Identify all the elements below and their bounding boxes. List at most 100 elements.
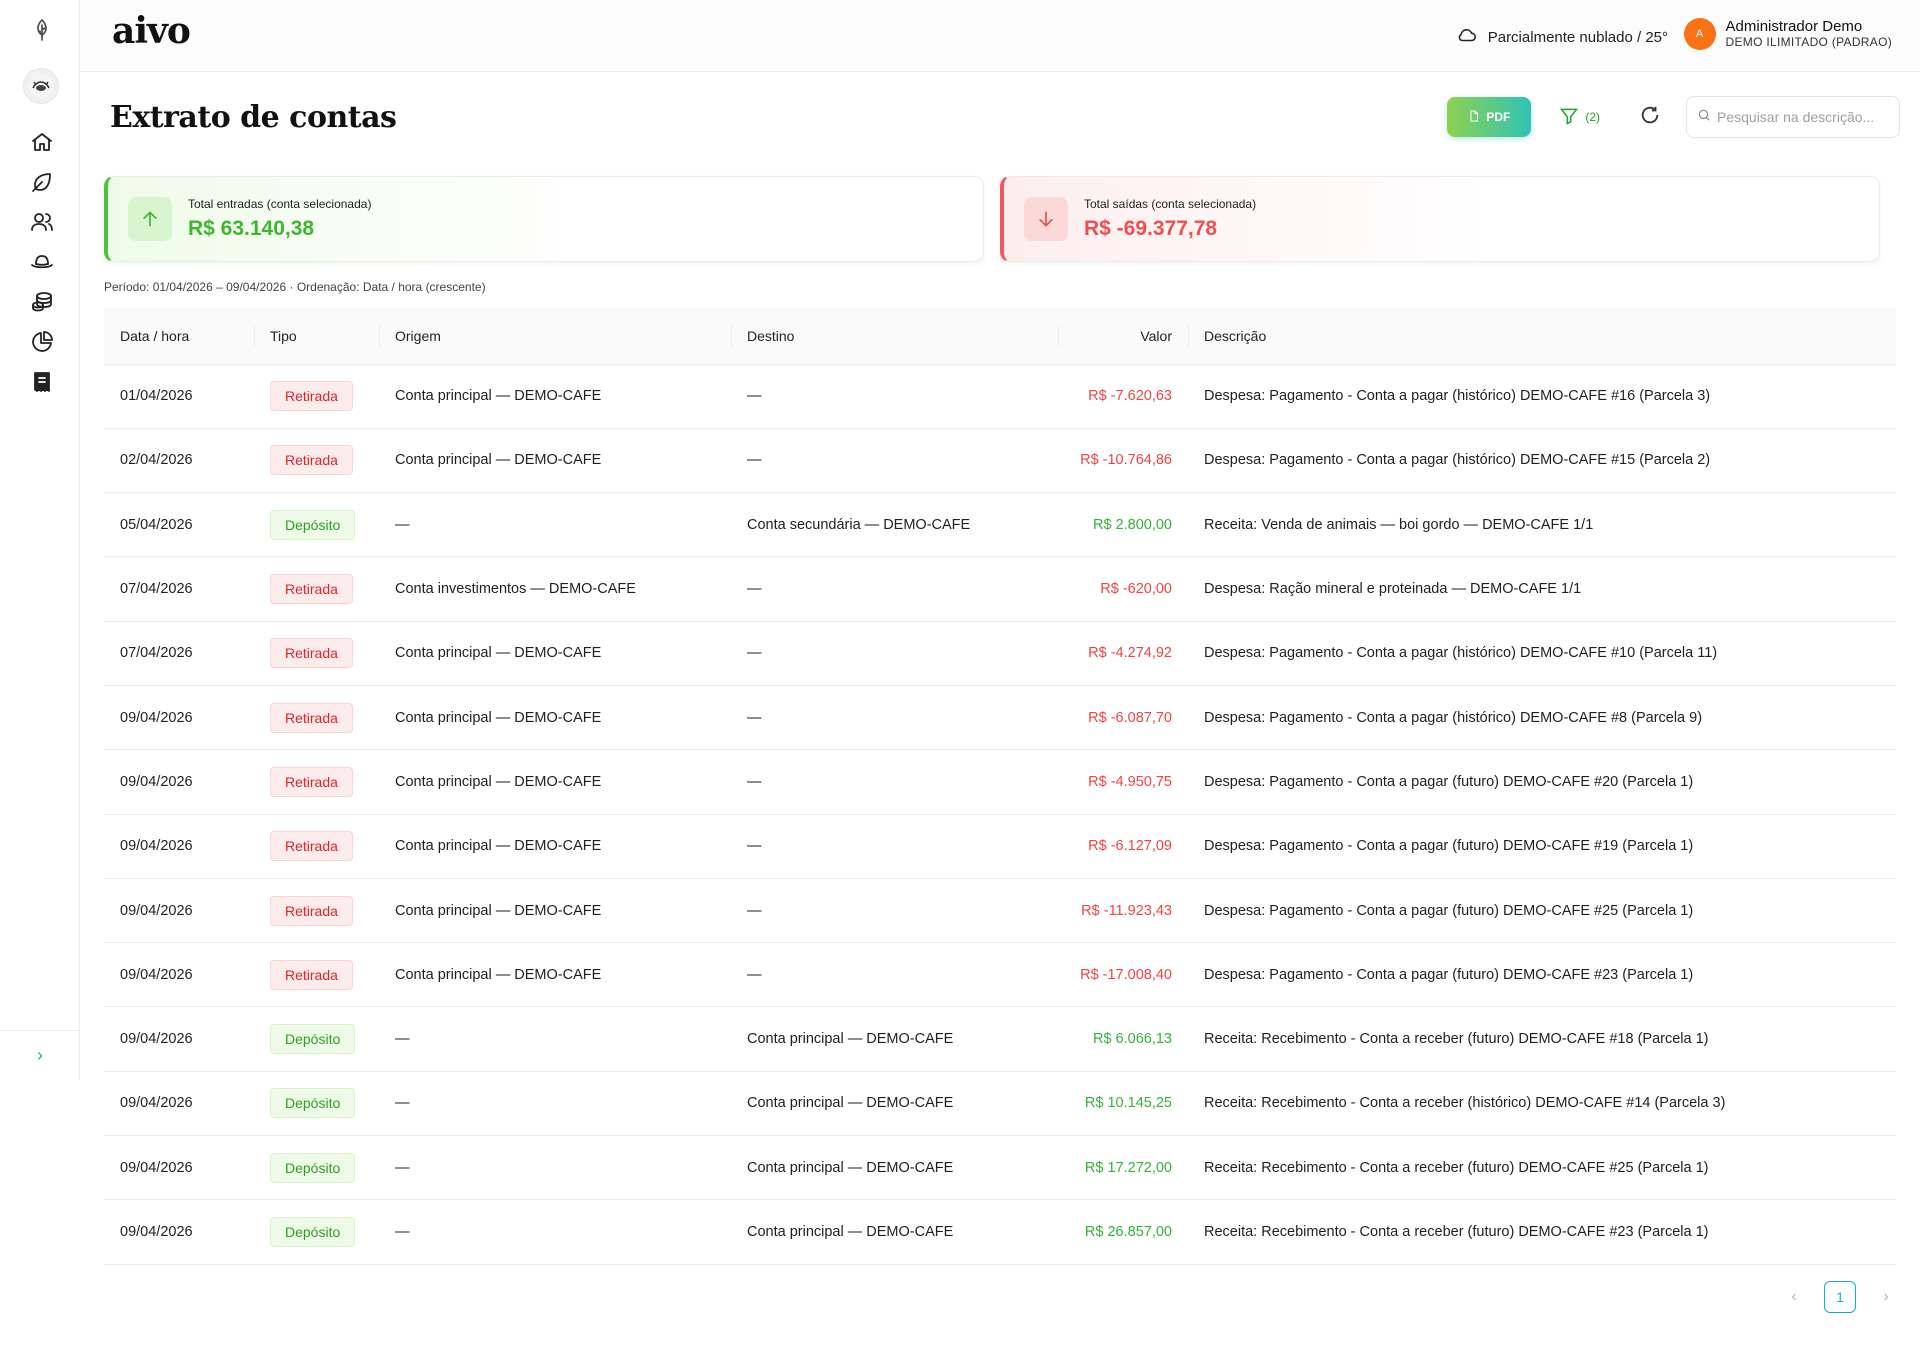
table-header-row: Data / hora Tipo Origem Destino Valor De… (104, 308, 1896, 365)
search-box[interactable] (1686, 96, 1900, 138)
search-icon (1697, 108, 1711, 127)
farm-avatar[interactable] (23, 68, 59, 104)
cell-description: Despesa: Pagamento - Conta a pagar (futu… (1188, 814, 1896, 879)
table-body: 01/04/2026 Retirada Conta principal — DEMO… (104, 364, 1896, 1265)
pdf-button-label: PDF (1486, 110, 1511, 124)
cell-value: R$ -6.127,09 (1058, 814, 1188, 879)
cell-date: 09/04/2026 (104, 749, 254, 815)
weather-widget: Parcialmente nublado / 25° (1456, 24, 1668, 50)
table-row[interactable]: 09/04/2026 Retirada Conta principal — DEMO… (104, 878, 1896, 944)
table-row[interactable]: 09/04/2026 Depósito — Conta principal — DEM… (104, 1071, 1896, 1137)
weather-text: Parcialmente nublado / 25° (1487, 28, 1668, 46)
cell-date: 01/04/2026 (104, 364, 254, 429)
top-bar: aivo Parcialmente nublado / 25° A Admini… (80, 0, 1920, 72)
filter-icon (1559, 106, 1579, 129)
cell-origin: Conta principal — DEMO-CAFE (379, 878, 731, 944)
pdf-export-button[interactable]: PDF (1447, 97, 1532, 137)
table-row[interactable]: 09/04/2026 Retirada Conta principal — DEMO… (104, 749, 1896, 815)
cell-date: 09/04/2026 (104, 878, 254, 944)
table-row[interactable]: 09/04/2026 Depósito — Conta principal — DEM… (104, 1006, 1896, 1072)
cell-destination: Conta principal — DEMO-CAFE (731, 1199, 1058, 1265)
table-row[interactable]: 07/04/2026 Retirada Conta investimentos — … (104, 556, 1896, 622)
cell-destination: — (731, 428, 1058, 494)
cell-description: Receita: Recebimento - Conta a receber (… (1188, 1135, 1896, 1201)
column-header-destination[interactable]: Destino (731, 308, 1058, 365)
type-badge: Retirada (270, 702, 353, 733)
cell-destination: — (731, 878, 1058, 944)
leaf-icon[interactable] (26, 166, 58, 198)
outflows-label: Total saídas (conta selecionada) (1084, 197, 1257, 211)
hat-icon[interactable] (26, 246, 58, 278)
refresh-button[interactable] (1632, 99, 1668, 135)
user-menu[interactable]: A Administrador Demo DEMO ILIMITADO (PAD… (1683, 18, 1892, 50)
cell-description: Despesa: Pagamento - Conta a pagar (futu… (1188, 749, 1896, 815)
page-title: Extrato de contas (110, 100, 397, 135)
filter-button[interactable]: (2) (1549, 100, 1610, 135)
pie-chart-icon[interactable] (26, 326, 58, 358)
cell-value: R$ 26.857,00 (1058, 1199, 1188, 1265)
column-header-date[interactable]: Data / hora (104, 308, 254, 365)
table-row[interactable]: 01/04/2026 Retirada Conta principal — DEMO… (104, 364, 1896, 429)
table-row[interactable]: 05/04/2026 Depósito — Conta secundária — DE… (104, 492, 1896, 558)
cell-date: 09/04/2026 (104, 814, 254, 879)
cell-date: 09/04/2026 (104, 685, 254, 751)
cell-description: Despesa: Ração mineral e proteinada — DE… (1188, 556, 1896, 622)
cell-value: R$ 6.066,13 (1058, 1006, 1188, 1072)
period-info: Período: 01/04/2026 – 09/04/2026 · Orden… (104, 280, 486, 294)
previous-page-button[interactable]: ‹ (1782, 1285, 1806, 1309)
cell-value: R$ 17.272,00 (1058, 1135, 1188, 1201)
cell-date: 02/04/2026 (104, 428, 254, 494)
cell-date: 09/04/2026 (104, 1071, 254, 1137)
cell-type: Retirada (254, 814, 379, 879)
column-header-value[interactable]: Valor (1058, 308, 1188, 365)
cell-destination: Conta secundária — DEMO-CAFE (731, 492, 1058, 558)
type-badge: Retirada (270, 959, 353, 990)
next-page-button[interactable]: › (1874, 1285, 1898, 1309)
app-logo-icon[interactable] (26, 14, 58, 46)
users-icon[interactable] (26, 206, 58, 238)
cell-value: R$ -10.764,86 (1058, 428, 1188, 494)
cell-type: Depósito (254, 1006, 379, 1072)
table-row[interactable]: 09/04/2026 Depósito — Conta principal — DEM… (104, 1135, 1896, 1201)
coins-icon[interactable] (26, 286, 58, 318)
type-badge: Depósito (270, 1217, 356, 1247)
table-row[interactable]: 02/04/2026 Retirada Conta principal — DEMO… (104, 428, 1896, 494)
type-badge: Depósito (270, 1152, 356, 1183)
total-outflows-card: Total saídas (conta selecionada) R$ -69.… (1000, 176, 1880, 262)
cell-date: 09/04/2026 (104, 1135, 254, 1201)
cell-value: R$ -4.950,75 (1058, 749, 1188, 815)
cell-type: Retirada (254, 942, 379, 1008)
cell-value: R$ -17.008,40 (1058, 942, 1188, 1008)
table-row[interactable]: 09/04/2026 Retirada Conta principal — DEMO… (104, 814, 1896, 879)
sidebar-expand-button[interactable]: › (0, 1030, 80, 1080)
cell-value: R$ -620,00 (1058, 556, 1188, 622)
table-row[interactable]: 09/04/2026 Depósito — Conta principal — DEM… (104, 1199, 1896, 1265)
table-row[interactable]: 07/04/2026 Retirada Conta principal — DEMO… (104, 621, 1896, 686)
cell-description: Receita: Recebimento - Conta a receber (… (1188, 1071, 1896, 1137)
cell-date: 07/04/2026 (104, 621, 254, 686)
page-number-current[interactable]: 1 (1824, 1281, 1856, 1313)
cell-destination: — (731, 749, 1058, 815)
cell-date: 09/04/2026 (104, 1199, 254, 1265)
search-input[interactable] (1717, 109, 1889, 125)
cell-description: Despesa: Pagamento - Conta a pagar (hist… (1188, 685, 1896, 751)
cell-origin: Conta principal — DEMO-CAFE (379, 364, 731, 429)
type-badge: Retirada (270, 638, 353, 669)
cell-destination: — (731, 364, 1058, 429)
cell-type: Depósito (254, 1135, 379, 1201)
home-icon[interactable] (26, 126, 58, 158)
table-row[interactable]: 09/04/2026 Retirada Conta principal — DEMO… (104, 942, 1896, 1008)
file-icon (1468, 110, 1480, 125)
brand-logo[interactable]: aivo (112, 10, 191, 52)
table-row[interactable]: 09/04/2026 Retirada Conta principal — DEMO… (104, 685, 1896, 751)
column-header-type[interactable]: Tipo (254, 308, 379, 365)
column-header-description[interactable]: Descrição (1188, 308, 1896, 365)
type-badge: Depósito (270, 1088, 356, 1119)
column-header-origin[interactable]: Origem (379, 308, 731, 365)
cell-destination: Conta principal — DEMO-CAFE (731, 1071, 1058, 1137)
receipt-icon[interactable] (26, 366, 58, 398)
cell-type: Retirada (254, 621, 379, 686)
cell-date: 05/04/2026 (104, 492, 254, 558)
user-name: Administrador Demo (1725, 18, 1863, 36)
avatar[interactable]: A (1683, 18, 1716, 50)
